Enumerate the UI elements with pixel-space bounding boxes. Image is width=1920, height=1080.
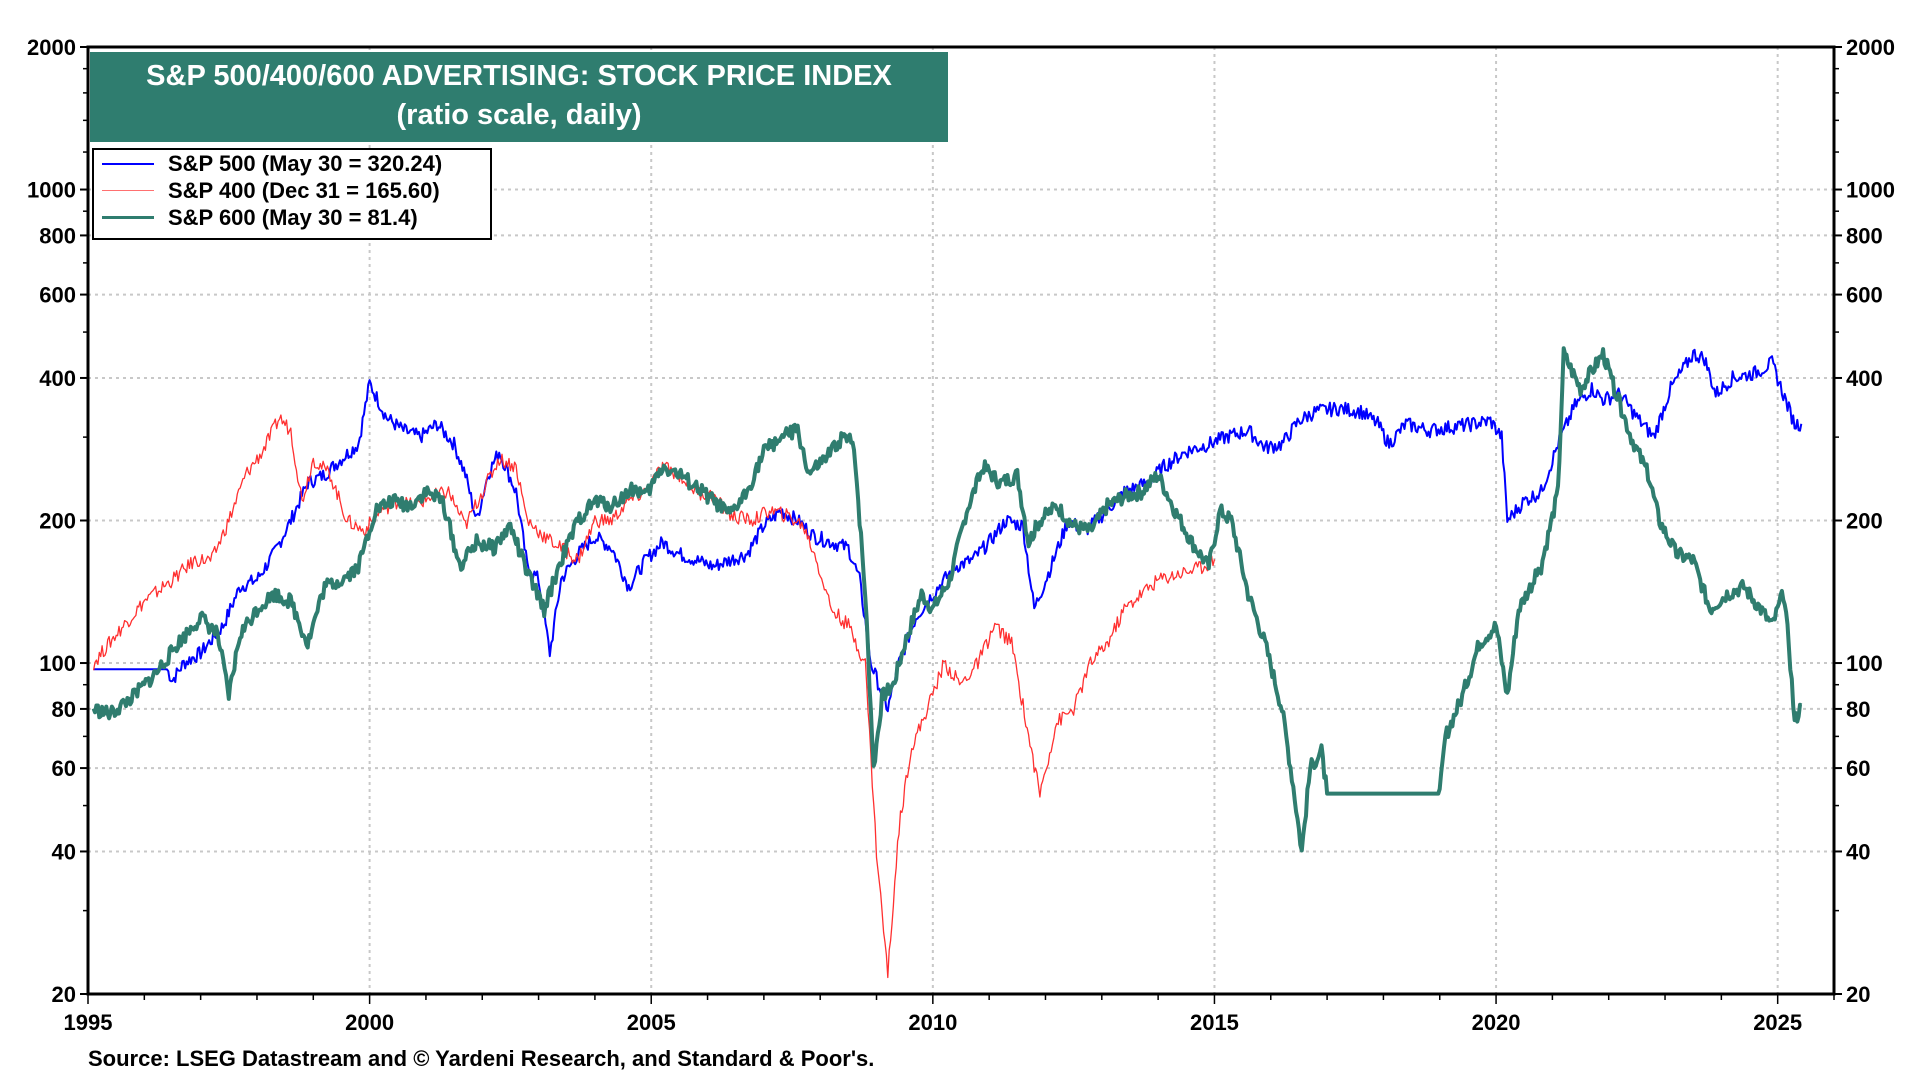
- y-tick-label-left: 600: [39, 283, 76, 308]
- series-line-sp500: [93, 348, 1803, 713]
- legend-label-sp400: S&P 400 (Dec 31 = 165.60): [168, 177, 440, 203]
- legend-item-sp400: S&P 400 (Dec 31 = 165.60): [102, 177, 490, 204]
- series-line-sp400: [92, 414, 1216, 979]
- y-tick-label-left: 800: [39, 223, 76, 248]
- x-tick-label: 2020: [1472, 1010, 1521, 1035]
- y-tick-label-right: 800: [1846, 223, 1883, 248]
- y-tick-label-right: 400: [1846, 366, 1883, 391]
- source-note: Source: LSEG Datastream and © Yardeni Re…: [88, 1046, 875, 1071]
- y-tick-label-right: 1000: [1846, 178, 1895, 203]
- y-tick-label-right: 100: [1846, 651, 1883, 676]
- x-tick-label: 2015: [1190, 1010, 1239, 1035]
- y-tick-label-right: 600: [1846, 283, 1883, 308]
- y-tick-label-left: 1000: [27, 178, 76, 203]
- legend-swatch-sp600: [102, 216, 154, 219]
- y-tick-label-left: 100: [39, 651, 76, 676]
- y-tick-label-right: 200: [1846, 509, 1883, 534]
- y-tick-label-right: 20: [1846, 982, 1870, 1007]
- y-tick-label-right: 40: [1846, 839, 1870, 864]
- y-tick-label-left: 60: [52, 756, 76, 781]
- x-tick-label: 2025: [1753, 1010, 1802, 1035]
- legend-label-sp500: S&P 500 (May 30 = 320.24): [168, 150, 443, 176]
- y-tick-label-left: 20: [52, 982, 76, 1007]
- legend-swatch-sp500: [102, 162, 154, 165]
- y-tick-label-left: 2000: [27, 35, 76, 60]
- series-lines: [91, 346, 1803, 979]
- y-tick-label-left: 400: [39, 366, 76, 391]
- legend: S&P 500 (May 30 = 320.24) S&P 400 (Dec 3…: [92, 148, 492, 240]
- x-tick-label: 2005: [627, 1010, 676, 1035]
- y-tick-label-right: 80: [1846, 697, 1870, 722]
- series-line-sp600: [91, 346, 1803, 853]
- plot-frame: [86, 45, 1836, 996]
- legend-swatch-sp400: [102, 190, 154, 191]
- y-tick-label-left: 200: [39, 509, 76, 534]
- legend-item-sp500: S&P 500 (May 30 = 320.24): [102, 150, 490, 177]
- legend-item-sp600: S&P 600 (May 30 = 81.4): [102, 204, 490, 231]
- chart-subtitle: (ratio scale, daily): [396, 99, 642, 131]
- x-tick-label: 1995: [64, 1010, 113, 1035]
- legend-label-sp600: S&P 600 (May 30 = 81.4): [168, 204, 418, 230]
- chart-title-box: S&P 500/400/600 ADVERTISING: STOCK PRICE…: [90, 52, 948, 142]
- x-tick-label: 2000: [345, 1010, 394, 1035]
- x-tick-label: 2010: [908, 1010, 957, 1035]
- y-tick-label-right: 60: [1846, 756, 1870, 781]
- y-tick-label-left: 80: [52, 697, 76, 722]
- chart-title: S&P 500/400/600 ADVERTISING: STOCK PRICE…: [146, 60, 892, 92]
- y-tick-label-left: 40: [52, 839, 76, 864]
- y-tick-label-right: 2000: [1846, 35, 1895, 60]
